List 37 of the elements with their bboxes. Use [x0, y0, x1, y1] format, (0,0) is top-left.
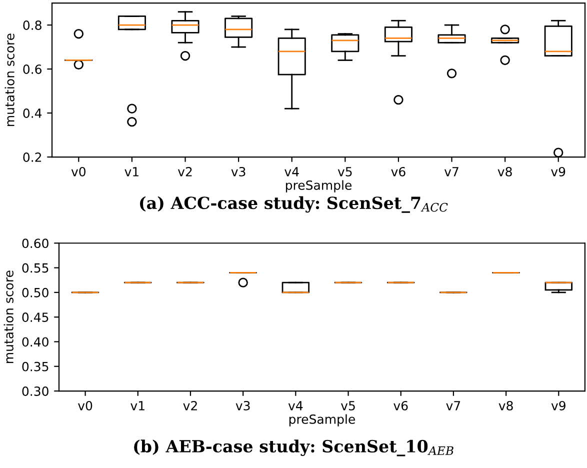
y-tick-label: 0.50 [22, 288, 48, 298]
y-axis-title: mutation score [4, 270, 14, 364]
x-tick-label: v4 [288, 401, 303, 410]
x-tick-label: v9 [551, 400, 566, 410]
x-tick-label: v0 [71, 166, 86, 176]
x-tick-label: v6 [394, 400, 408, 410]
x-tick-label: v4 [284, 167, 299, 176]
text: (b) AEB-case study: ScenSet_10$_{AEB}$ [134, 440, 454, 456]
y-tick-label: 0.40 [22, 337, 48, 347]
y-axis-title: mutation score [4, 34, 14, 126]
x-tick-label: v2 [183, 400, 197, 410]
y-tick-label: 0.45 [22, 312, 48, 322]
y-tick-label: 0.4 [23, 108, 42, 118]
x-tick-label: v7 [444, 167, 458, 176]
x-tick-label: v8 [498, 166, 512, 176]
x-tick-label: v6 [391, 166, 406, 176]
x-tick-label: v3 [236, 400, 250, 410]
y-tick-label: 0.2 [23, 152, 42, 162]
y-tick-label: 0.8 [23, 20, 42, 30]
x-tick-label: v3 [231, 166, 246, 176]
y-tick-label: 0.30 [22, 386, 48, 396]
x-tick-label: v5 [340, 401, 355, 410]
y-tick-label: 0.35 [22, 362, 48, 372]
x-tick-label: v5 [338, 167, 352, 176]
x-tick-label: v1 [130, 401, 144, 410]
y-tick-label: 0.6 [23, 64, 42, 74]
x-tick-label: v7 [446, 401, 460, 410]
x-tick-label: v2 [178, 166, 192, 176]
text: (a) ACC-case study: ScenSet_7$_{ACC}$ [140, 196, 448, 213]
x-axis-title: preSample [289, 414, 355, 426]
x-tick-label: v1 [124, 167, 138, 176]
x-tick-label: v9 [551, 166, 566, 176]
y-tick-label: 0.60 [22, 238, 48, 248]
x-tick-label: v0 [78, 400, 92, 410]
x-tick-label: v8 [498, 400, 513, 410]
x-axis-title: preSample [286, 180, 352, 192]
y-tick-label: 0.55 [22, 263, 48, 273]
